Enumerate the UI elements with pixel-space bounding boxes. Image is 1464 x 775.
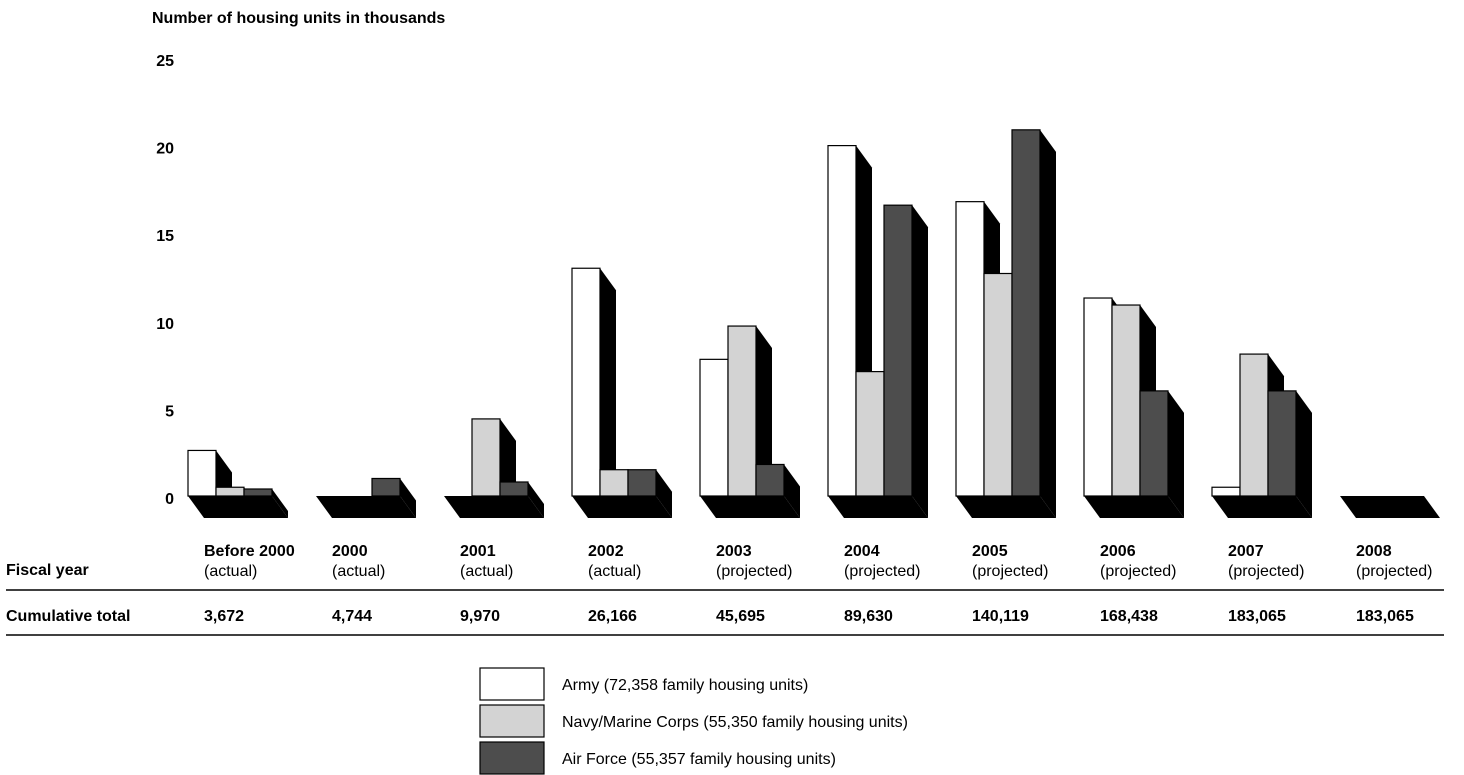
bar	[699, 358, 729, 497]
category-sublabel: (actual)	[588, 563, 641, 580]
bar	[1211, 486, 1241, 497]
legend: Army (72,358 family housing units) Navy/M…	[479, 667, 908, 775]
bar	[187, 449, 217, 497]
legend-swatch	[479, 741, 545, 775]
bar-side	[912, 205, 928, 518]
category-sublabel: (actual)	[460, 563, 513, 580]
bars	[187, 129, 1312, 518]
category-label: 2004	[844, 543, 880, 560]
cumulative-totals: 3,672 4,744 9,970 26,166 45,695 89,630 140,119…	[204, 608, 1414, 625]
bar	[1083, 297, 1113, 497]
bar	[755, 463, 785, 497]
category-label: 2008	[1356, 543, 1392, 560]
category-sublabel: (actual)	[332, 563, 385, 580]
bar	[627, 469, 657, 497]
y-tick-label: 25	[156, 53, 174, 70]
bar-side	[1040, 129, 1056, 518]
bar-plinth	[444, 496, 544, 518]
category-labels: Before 2000 (actual) 2000 (actual) 2001 (actu…	[204, 543, 1432, 580]
category-sublabel: (projected)	[716, 563, 792, 580]
y-axis-title: Number of housing units in thousands	[152, 10, 445, 27]
bar	[599, 469, 629, 497]
category-sublabel: (projected)	[844, 563, 920, 580]
fiscal-year-row-label: Fiscal year	[6, 562, 89, 579]
legend-entry-label: Army (72,358 family housing units)	[562, 677, 808, 694]
bar-side	[400, 478, 416, 518]
cumulative-total-value: 9,970	[460, 608, 500, 625]
category-sublabel: (projected)	[972, 563, 1048, 580]
bar-side	[528, 481, 544, 518]
bar	[571, 267, 601, 497]
bar-side	[784, 464, 800, 518]
bar	[1139, 390, 1169, 497]
bar	[883, 204, 913, 497]
cumulative-total-value: 168,438	[1100, 608, 1158, 625]
bar	[471, 418, 501, 497]
bar	[827, 145, 857, 497]
cumulative-total-value: 3,672	[204, 608, 244, 625]
bar-side	[272, 488, 288, 518]
bar-side	[656, 469, 672, 518]
bar	[727, 325, 757, 497]
category-sublabel: (projected)	[1100, 563, 1176, 580]
bar	[215, 486, 245, 497]
cumulative-total-value: 45,695	[716, 608, 765, 625]
y-axis-ticks: 0 5 10 15 20 25	[156, 53, 174, 508]
category-sublabel: (projected)	[1356, 563, 1432, 580]
bar-side	[600, 268, 616, 518]
bar-side	[1296, 390, 1312, 518]
bar-plinth	[1084, 496, 1184, 518]
bar	[1239, 353, 1269, 497]
y-tick-label: 15	[156, 228, 174, 245]
category-label: 2000	[332, 543, 368, 560]
legend-swatch	[479, 667, 545, 701]
cumulative-total-value: 89,630	[844, 608, 893, 625]
bar-plinth	[828, 496, 928, 518]
bar-plinth	[188, 496, 288, 518]
y-tick-label: 20	[156, 141, 174, 158]
bar-plinth	[956, 496, 1056, 518]
category-sublabel: (actual)	[204, 563, 257, 580]
category-label: 2006	[1100, 543, 1136, 560]
bar	[1011, 129, 1041, 497]
category-label: 2002	[588, 543, 624, 560]
category-label: 2005	[972, 543, 1008, 560]
bar-plinth	[1340, 496, 1440, 518]
cumulative-total-value: 183,065	[1356, 608, 1414, 625]
cumulative-total-row-label: Cumulative total	[6, 608, 130, 625]
legend-entry-label: Navy/Marine Corps (55,350 family housing…	[562, 714, 908, 731]
bar	[499, 481, 529, 497]
legend-swatch	[479, 704, 545, 738]
bar-plinth	[572, 496, 672, 518]
category-sublabel: (projected)	[1228, 563, 1304, 580]
legend-entry-label: Air Force (55,357 family housing units)	[562, 751, 836, 768]
cumulative-total-value: 26,166	[588, 608, 637, 625]
y-tick-label: 5	[165, 403, 174, 420]
cumulative-total-value: 4,744	[332, 608, 372, 625]
bar	[983, 272, 1013, 497]
category-label: 2001	[460, 543, 496, 560]
bar-plinth	[1212, 496, 1312, 518]
bar	[1111, 304, 1141, 497]
bar	[243, 488, 273, 497]
bar-side	[216, 450, 232, 518]
category-label: 2003	[716, 543, 752, 560]
y-tick-label: 0	[165, 491, 174, 508]
category-label: Before 2000	[204, 543, 295, 560]
bar-plinths	[188, 496, 1440, 518]
cumulative-total-value: 140,119	[972, 608, 1029, 625]
bar	[371, 477, 401, 497]
category-label: 2007	[1228, 543, 1264, 560]
bar-plinth	[316, 496, 416, 518]
y-tick-label: 10	[156, 316, 174, 333]
bar	[855, 371, 885, 497]
bar-plinth	[700, 496, 800, 518]
bar	[1267, 390, 1297, 497]
bar-side	[1168, 390, 1184, 518]
cumulative-total-value: 183,065	[1228, 608, 1286, 625]
bar	[955, 201, 985, 497]
